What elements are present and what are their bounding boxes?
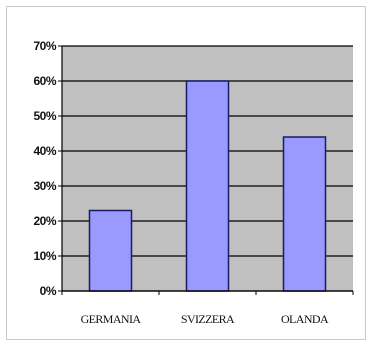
x-category-label: SVIZZERA — [181, 312, 235, 326]
y-tick-label: 20% — [33, 214, 56, 228]
x-category-label: GERMANIA — [81, 312, 142, 326]
bar-svizzera — [185, 80, 230, 292]
y-tick-label: 30% — [33, 179, 56, 193]
x-axis: GERMANIA SVIZZERA OLANDA — [61, 290, 354, 326]
y-tick-label: 60% — [33, 74, 56, 88]
y-tick-label: 40% — [33, 144, 56, 158]
x-category-label: OLANDA — [281, 312, 329, 326]
chart-frame — [6, 6, 366, 340]
bar-olanda — [282, 136, 327, 292]
y-tick-label: 50% — [33, 109, 56, 123]
bars — [88, 80, 327, 292]
y-tick-label: 10% — [33, 249, 56, 263]
bar-germania — [88, 209, 133, 292]
y-axis: 0% 10% 20% 30% 40% 50% 60% 70% — [33, 39, 63, 298]
y-tick-label: 0% — [40, 284, 57, 298]
y-tick-label: 70% — [33, 39, 56, 53]
